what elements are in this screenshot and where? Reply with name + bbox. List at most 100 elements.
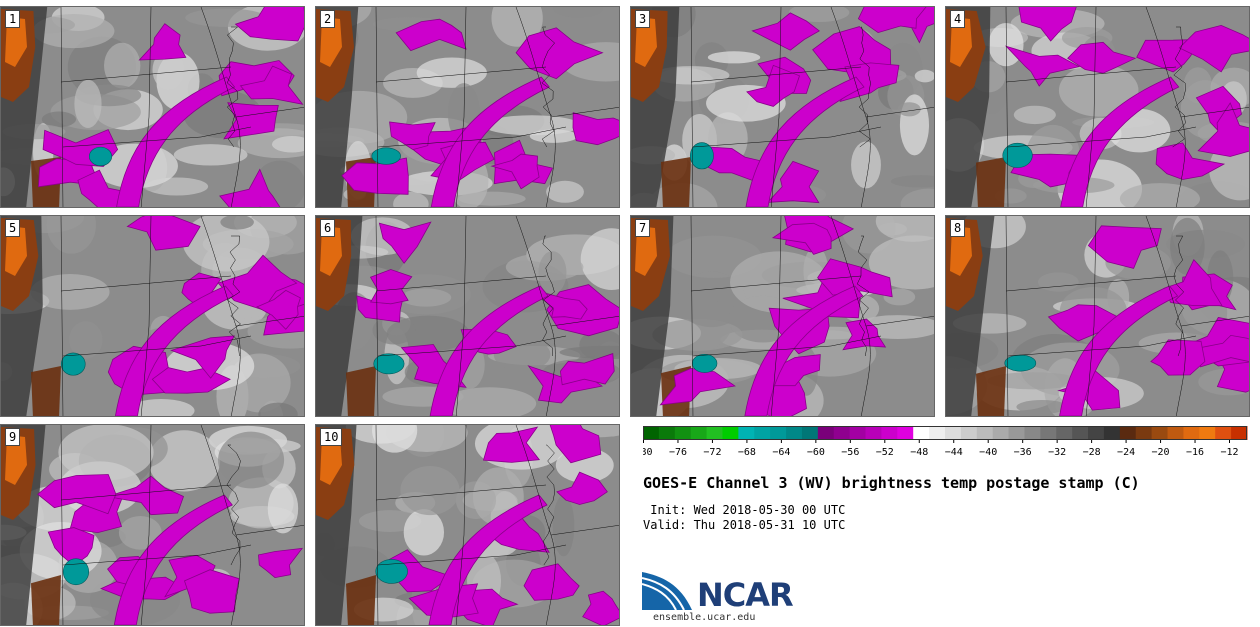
gray-patch xyxy=(875,216,934,242)
gray-patch xyxy=(74,79,102,128)
colorbar-tick-label: −20 xyxy=(1152,447,1170,458)
gray-patch xyxy=(1119,183,1200,207)
panel-number: 7 xyxy=(635,219,651,237)
colorbar-swatch xyxy=(913,426,930,440)
colorbar-tick-label: −48 xyxy=(910,447,928,458)
boundary-line xyxy=(856,235,870,357)
colorbar-swatch xyxy=(1088,426,1105,440)
gray-patch xyxy=(271,136,304,153)
convective-core xyxy=(373,353,405,375)
moisture-band xyxy=(115,285,235,416)
gray-patch xyxy=(32,13,115,49)
convective-core xyxy=(1004,354,1037,372)
moisture-band xyxy=(1004,45,1081,87)
ncar-wordmark: NCAR xyxy=(697,576,794,614)
boundary-line xyxy=(542,235,555,357)
moisture-band xyxy=(766,160,820,204)
moisture-band xyxy=(47,527,95,567)
colorbar-tick-label: −80 xyxy=(643,447,653,458)
moisture-band xyxy=(745,76,865,207)
stamp-panel: 5 xyxy=(0,215,305,417)
moisture-band xyxy=(126,216,201,251)
wv-map xyxy=(631,7,934,207)
hot-core xyxy=(5,226,27,276)
wv-map xyxy=(946,7,1249,207)
boundary-line xyxy=(1145,216,1186,416)
hot-core xyxy=(5,435,27,485)
colorbar-swatch xyxy=(786,426,803,440)
colorbar-swatch xyxy=(706,426,723,440)
gray-patch xyxy=(580,228,619,290)
boundary-line xyxy=(377,126,567,148)
boundary-line xyxy=(550,316,619,327)
hot-core xyxy=(320,435,342,485)
boundary-line xyxy=(375,484,547,501)
boundary-line xyxy=(200,7,241,207)
gray-patch xyxy=(538,251,567,295)
boundary-line xyxy=(377,335,567,357)
panel-number: 4 xyxy=(950,10,966,28)
colorbar-tick-label: −28 xyxy=(1083,447,1101,458)
logo-url[interactable]: ensemble.ucar.edu xyxy=(653,612,756,623)
colorbar-swatch xyxy=(1072,426,1089,440)
boundary-line xyxy=(62,335,252,357)
moisture-band xyxy=(556,471,608,505)
moisture-band xyxy=(744,285,864,416)
colorbar-tick-label: −36 xyxy=(1014,447,1032,458)
stamp-panel: 3 xyxy=(630,6,935,208)
colorbar-tick-label: −64 xyxy=(772,447,790,458)
gray-patch xyxy=(900,188,934,207)
gray-patch xyxy=(1016,400,1068,414)
gray-patch xyxy=(41,111,77,128)
panel-number: 5 xyxy=(5,219,21,237)
moisture-band xyxy=(170,335,235,379)
gray-patch xyxy=(30,274,110,310)
moisture-band xyxy=(490,153,540,190)
moisture-band xyxy=(219,168,281,207)
colorbar-swatch xyxy=(976,426,994,440)
moisture-band xyxy=(582,590,619,625)
colorbar-swatch xyxy=(1040,426,1057,440)
boundary-line xyxy=(1180,316,1249,327)
boundary-line xyxy=(140,425,152,625)
moisture-band xyxy=(1057,367,1121,411)
moisture-band xyxy=(369,269,413,305)
gray-patch xyxy=(220,216,254,230)
colorbar-swatch xyxy=(1183,426,1200,440)
stamp-panel: 1 xyxy=(0,6,305,208)
wv-map xyxy=(631,216,934,416)
gray-patch xyxy=(442,387,537,416)
panel-number: 1 xyxy=(5,10,21,28)
gray-patch xyxy=(652,318,743,351)
colorbar-swatch xyxy=(658,426,676,440)
boundary-line xyxy=(1005,275,1177,292)
gray-patch xyxy=(182,216,270,272)
colorbar-swatch xyxy=(1103,426,1121,440)
boundary-line xyxy=(1007,126,1197,148)
moisture-band xyxy=(217,254,298,311)
hot-core xyxy=(320,226,342,276)
moisture-band xyxy=(256,289,301,330)
boundary-line xyxy=(865,316,934,327)
convective-core xyxy=(1002,142,1033,168)
colorbar-tick-label: −56 xyxy=(841,447,859,458)
panel-number: 10 xyxy=(320,428,343,446)
boundary-line xyxy=(1085,216,1097,416)
colorbar-swatch xyxy=(643,426,660,440)
boundary-line xyxy=(1007,335,1197,357)
boundary-line xyxy=(60,425,64,625)
boundary-line xyxy=(62,544,252,566)
gray-patch xyxy=(553,7,604,18)
colorbar-swatch xyxy=(1135,426,1153,440)
moisture-band xyxy=(482,426,541,463)
colorbar-swatch xyxy=(1024,426,1041,440)
gray-patch xyxy=(677,271,746,328)
colorbar-swatch xyxy=(945,426,962,440)
boundary-line xyxy=(140,7,152,207)
colorbar-swatch xyxy=(801,426,819,440)
boundary-line xyxy=(1180,107,1249,118)
gray-patch xyxy=(483,115,581,136)
colorbar-swatch xyxy=(690,426,708,440)
gray-patch xyxy=(173,144,248,166)
colorbar-swatch xyxy=(833,426,851,440)
